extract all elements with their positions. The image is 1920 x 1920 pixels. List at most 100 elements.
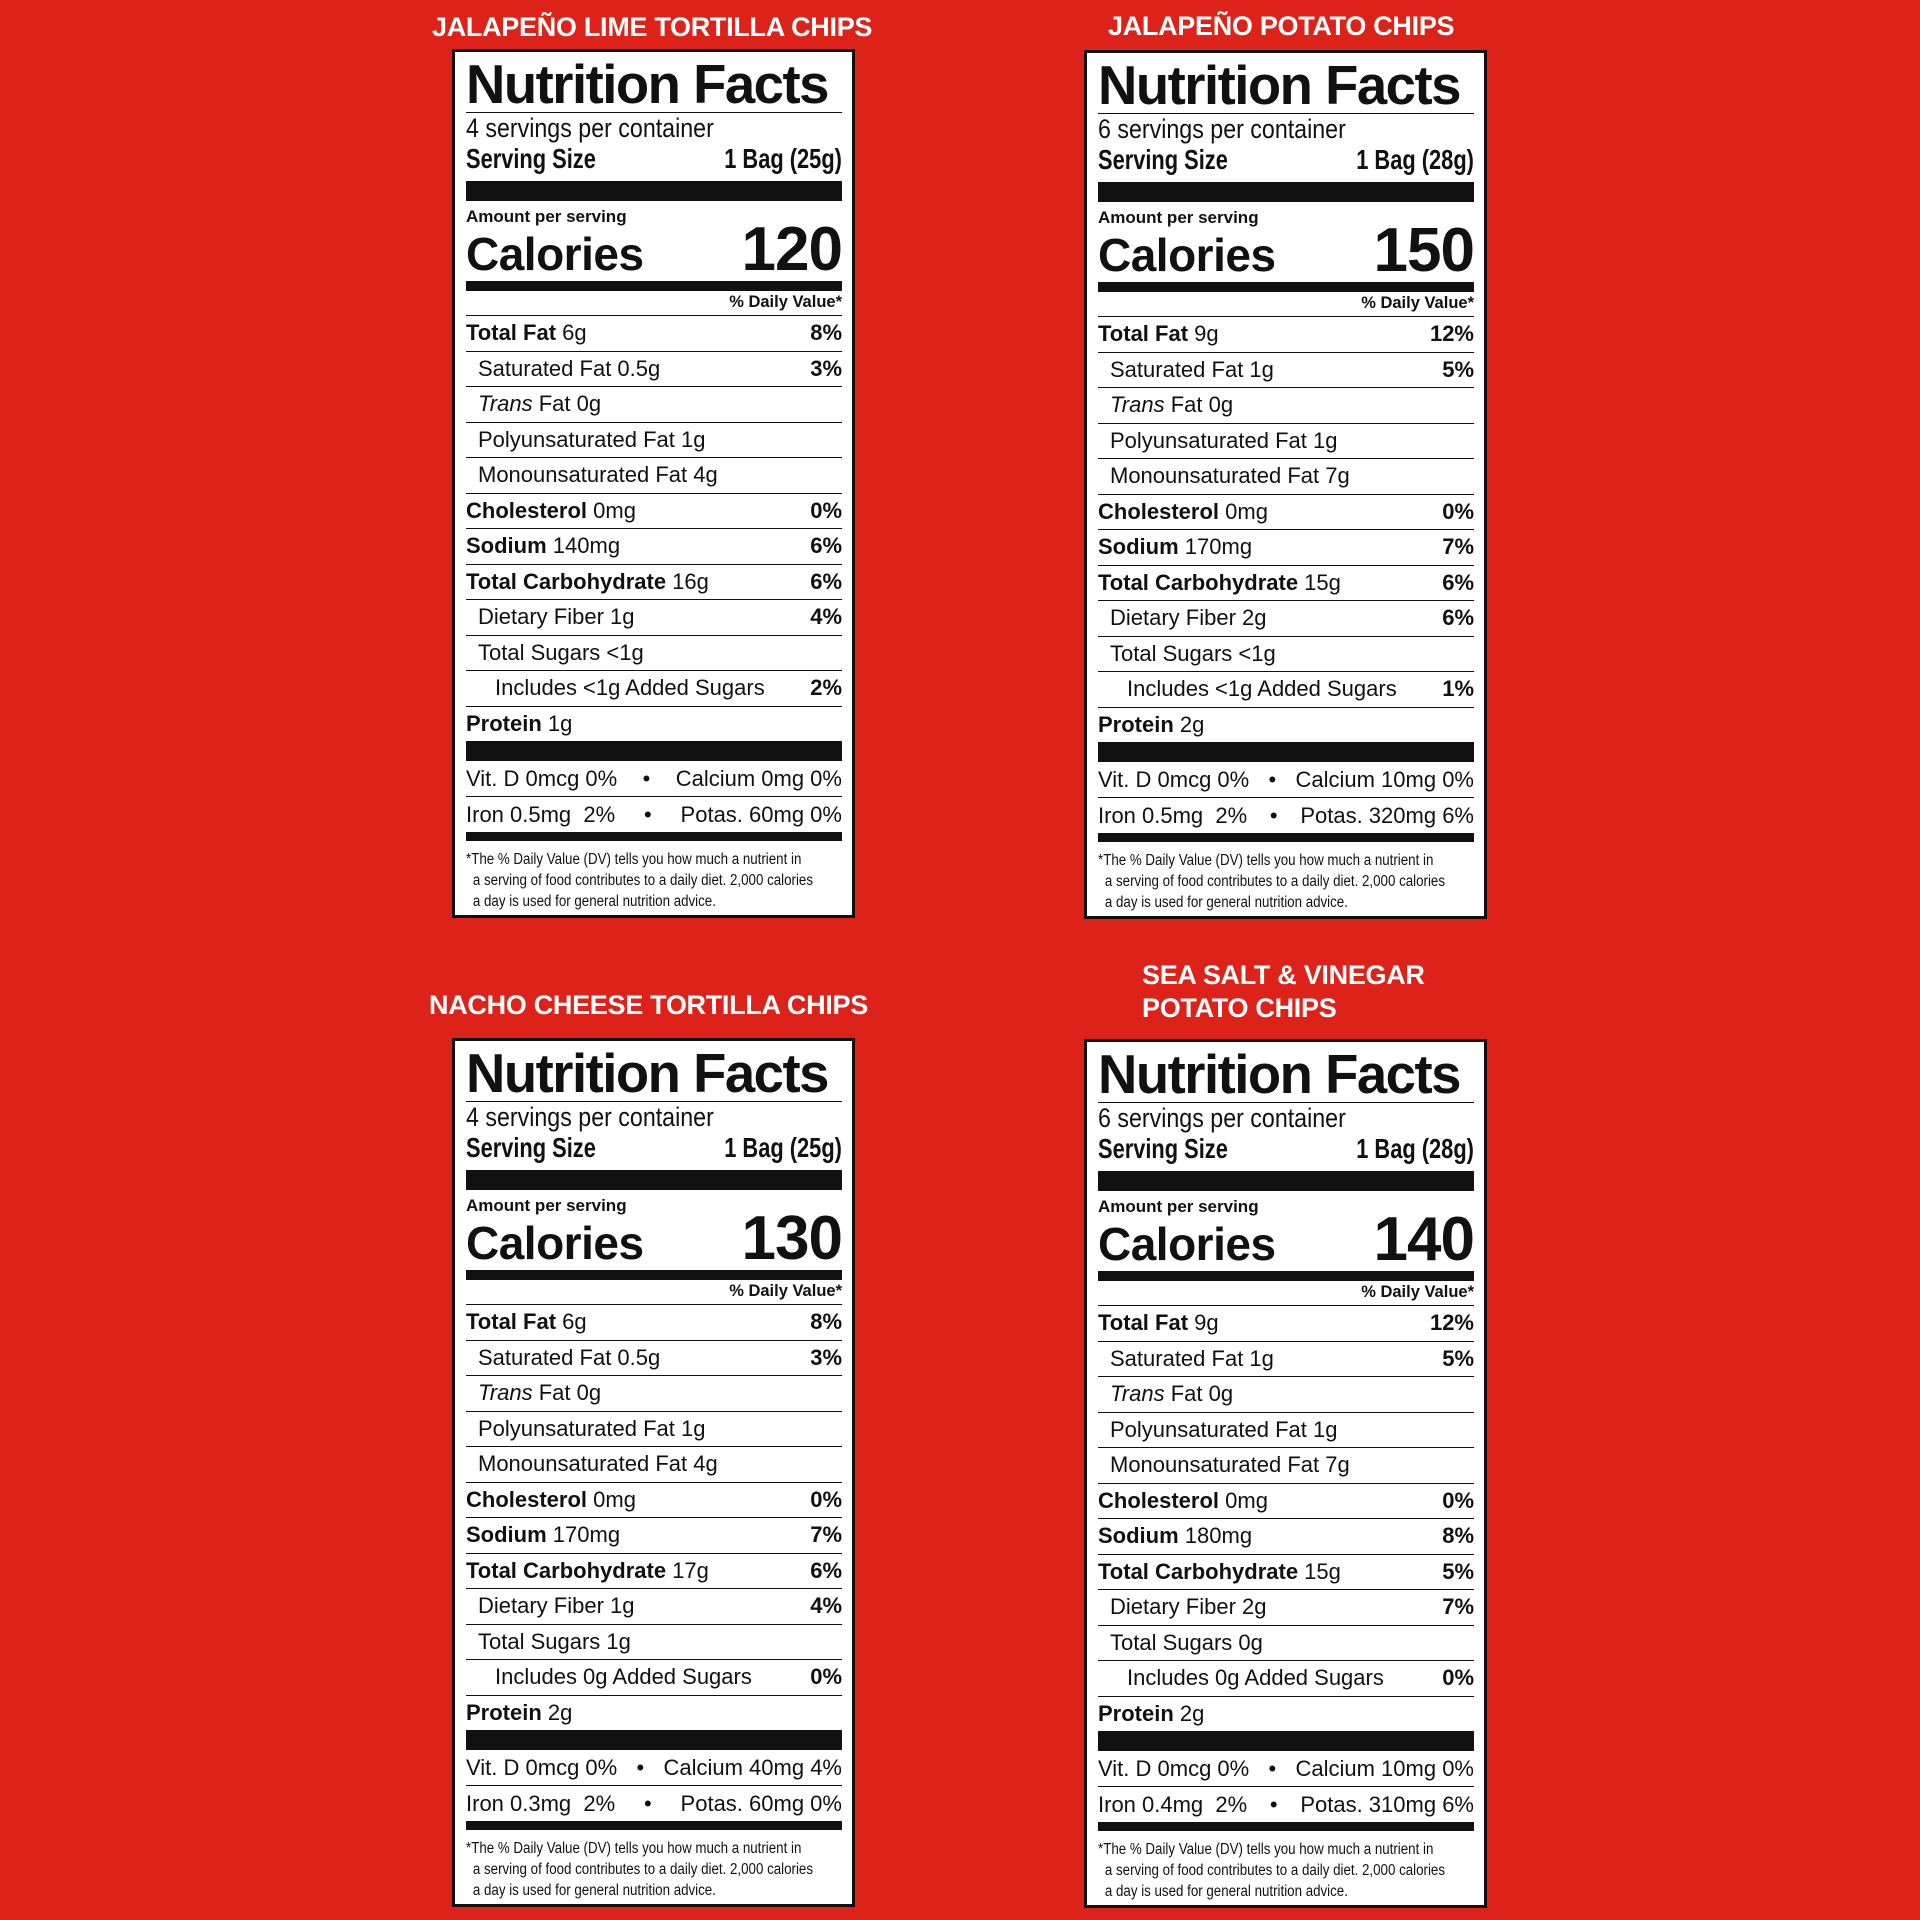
nutrient-amount: 140mg [546, 533, 621, 559]
nutrient-row: Sodium 170mg 7% [466, 1518, 842, 1554]
nutrient-name: Total Sugars <1g [1098, 641, 1276, 667]
calories-value: 130 [741, 1204, 843, 1273]
footnote-line: a day is used for general nutrition advi… [1104, 1883, 1348, 1900]
footnote-line: a day is used for general nutrition advi… [472, 893, 716, 910]
nutrient-row: Polyunsaturated Fat 1g [466, 423, 842, 458]
nutrient-row: Polyunsaturated Fat 1g [466, 1412, 842, 1447]
vitamin-mineral-row: Iron 0.4mg 2% • Potas. 310mg 6% [1098, 1786, 1474, 1822]
nutrient-row: Cholesterol 0mg 0% [1098, 1484, 1474, 1519]
nutrient-row: Total Carbohydrate 16g 6% [466, 565, 842, 600]
divider [1098, 113, 1474, 114]
nutrient-amount: 0mg [1219, 1487, 1268, 1513]
daily-value-percent: 8% [1442, 1523, 1474, 1549]
nutrient-row: Total Sugars <1g [1098, 637, 1474, 672]
nutrition-facts-heading: Nutrition Facts [466, 1042, 829, 1104]
nutrient-row: Cholesterol 0mg 0% [466, 1483, 842, 1518]
thick-divider [466, 1730, 842, 1750]
vitamin-mineral-value: Calcium 10mg 0% [1295, 1755, 1474, 1781]
nutrient-name: Trans Fat 0g [1098, 392, 1233, 418]
nutrient-row: Trans Fat 0g [1098, 1377, 1474, 1413]
product-title: POTATO CHIPS [1142, 993, 1337, 1023]
daily-value-percent: 6% [1442, 605, 1474, 631]
vitamin-mineral-row: Vit. D 0mcg 0% • Calcium 40mg 4% [466, 1750, 842, 1785]
nutrient-name: Total Fat 9g [1098, 321, 1219, 347]
daily-value-percent: 6% [810, 1557, 842, 1583]
nutrient-amount: Total Sugars <1g [478, 639, 644, 665]
nutrient-row: Protein 2g [466, 1696, 842, 1731]
daily-value-percent: 12% [1429, 1310, 1474, 1336]
nutrient-name-bold: Sodium [1098, 1523, 1179, 1549]
thick-divider [466, 741, 842, 761]
nutrient-amount: Fat 0g [1164, 1381, 1234, 1407]
vitamin-mineral-value: Iron 0.5mg 2% [1098, 802, 1248, 828]
nutrient-row: Total Sugars 0g [1098, 1626, 1474, 1661]
nutrient-name: Saturated Fat 0.5g [466, 1345, 660, 1371]
small-divider [466, 832, 842, 841]
nutrient-amount: Monounsaturated Fat 7g [1110, 463, 1350, 489]
nutrient-name-italic: Trans [1110, 392, 1165, 418]
nutrient-name: Protein 2g [466, 1700, 572, 1726]
daily-value-percent: 0% [1442, 498, 1474, 524]
bullet-separator: • [642, 765, 651, 791]
serving-size-row: Serving Size 1 Bag (28g) [1098, 1133, 1474, 1167]
serving-size-row: Serving Size 1 Bag (25g) [466, 143, 842, 177]
nutrient-row: Total Carbohydrate 17g 6% [466, 1554, 842, 1589]
daily-value-percent: 5% [1442, 356, 1474, 382]
nutrient-name-bold: Total Carbohydrate [1098, 569, 1299, 595]
nutrient-amount: 170mg [546, 1522, 621, 1548]
nutrient-name: Saturated Fat 1g [1098, 1346, 1274, 1372]
nutrient-row: Cholesterol 0mg 0% [1098, 495, 1474, 530]
serving-size-label: Serving Size [466, 1132, 596, 1163]
medium-divider [1098, 282, 1474, 292]
thick-divider [1098, 1171, 1474, 1191]
daily-value-percent: 3% [810, 355, 842, 381]
nutrient-amount: Dietary Fiber 1g [478, 1593, 635, 1619]
nutrient-name: Monounsaturated Fat 4g [466, 1451, 718, 1477]
nutrient-name-bold: Total Fat [1098, 1310, 1189, 1336]
serving-size-row: Serving Size 1 Bag (25g) [466, 1132, 842, 1166]
daily-value-percent: 5% [1442, 1558, 1474, 1584]
calories-row: Calories 140 [1098, 1209, 1475, 1271]
product-title: NACHO CHEESE TORTILLA CHIPS [429, 990, 868, 1020]
nutrient-row: Polyunsaturated Fat 1g [1098, 424, 1474, 459]
nutrient-row: Total Carbohydrate 15g 5% [1098, 1555, 1474, 1590]
nutrient-row: Total Fat 9g 12% [1098, 1306, 1474, 1342]
nutrient-row: Dietary Fiber 2g 6% [1098, 601, 1474, 637]
nutrient-amount: Total Sugars 0g [1110, 1629, 1263, 1655]
nutrient-amount: 0mg [1219, 498, 1268, 524]
small-divider [1098, 1822, 1474, 1831]
daily-value-header: % Daily Value* [1098, 292, 1474, 317]
bullet-separator: • [636, 1754, 645, 1780]
nutrient-amount: Fat 0g [532, 1380, 602, 1406]
serving-size-value: 1 Bag (25g) [724, 1132, 842, 1163]
nutrient-row: Cholesterol 0mg 0% [466, 494, 842, 529]
nutrient-name-bold: Protein [1098, 1700, 1174, 1726]
nutrient-name: Total Carbohydrate 15g [1098, 1559, 1341, 1585]
small-divider [466, 1821, 842, 1830]
amount-per-serving: Amount per serving [1098, 208, 1259, 227]
nutrient-row: Total Sugars 1g [466, 1625, 842, 1660]
nutrient-row: Sodium 140mg 6% [466, 529, 842, 565]
serving-size-value: 1 Bag (28g) [1356, 1133, 1474, 1164]
nutrient-name: Trans Fat 0g [466, 391, 601, 417]
footnote-line: a serving of food contributes to a daily… [472, 872, 814, 889]
nutrient-row: Includes 0g Added Sugars 0% [466, 1660, 842, 1696]
calories-value: 120 [741, 215, 843, 284]
bullet-separator: • [644, 801, 652, 827]
nutrition-facts-heading: Nutrition Facts [466, 53, 829, 115]
nutrition-facts-label: Nutrition Facts 6 servings per container S… [1084, 1039, 1487, 1908]
nutrition-facts-label: Nutrition Facts 4 servings per container S… [452, 49, 855, 918]
vitamin-mineral-row: Iron 0.5mg 2% • Potas. 320mg 6% [1098, 797, 1474, 833]
serving-size-row: Serving Size 1 Bag (28g) [1098, 144, 1474, 178]
daily-value-header: % Daily Value* [1098, 1281, 1474, 1306]
nutrient-row: Includes 0g Added Sugars 0% [1098, 1661, 1474, 1697]
calories-value: 140 [1373, 1205, 1475, 1274]
nutrient-name: Dietary Fiber 2g [1098, 1594, 1267, 1620]
nutrient-name: Total Carbohydrate 15g [1098, 570, 1341, 596]
calories-row: Calories 130 [466, 1208, 843, 1270]
nutrient-amount: 180mg [1178, 1523, 1253, 1549]
nutrient-name-bold: Total Fat [466, 1309, 557, 1335]
bullet-separator: • [644, 1790, 652, 1816]
nutrient-amount: Fat 0g [532, 391, 602, 417]
servings-per-container: 4 servings per container [466, 113, 714, 143]
